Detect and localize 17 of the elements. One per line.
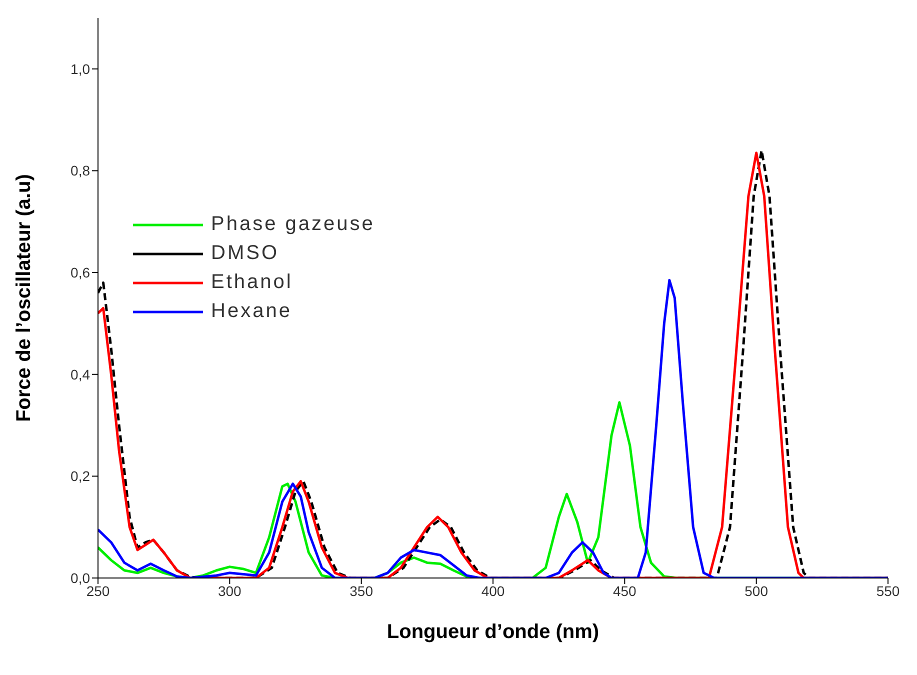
- y-axis-title: Force de l’oscillateur (a.u): [13, 174, 36, 422]
- x-tick-label: 450: [612, 582, 637, 599]
- x-tick-label: 350: [350, 582, 374, 599]
- y-tick-label: 0,4: [70, 366, 90, 382]
- x-tick-label: 500: [744, 582, 768, 599]
- legend-label: Ethanol: [211, 271, 293, 294]
- legend-label: DMSO: [211, 242, 279, 265]
- y-tick-label: 0,2: [70, 468, 90, 484]
- x-tick-label: 300: [218, 582, 242, 599]
- legend-label: Phase gazeuse: [211, 213, 375, 236]
- y-tick-label: 0,6: [70, 264, 90, 281]
- legend-label: Hexane: [211, 300, 292, 323]
- y-tick-label: 1,0: [70, 60, 90, 77]
- y-tick-label: 0,8: [70, 162, 90, 179]
- x-axis-title: Longueur d’onde (nm): [386, 621, 600, 643]
- x-tick-label: 400: [481, 582, 505, 599]
- x-tick-label: 550: [876, 582, 900, 599]
